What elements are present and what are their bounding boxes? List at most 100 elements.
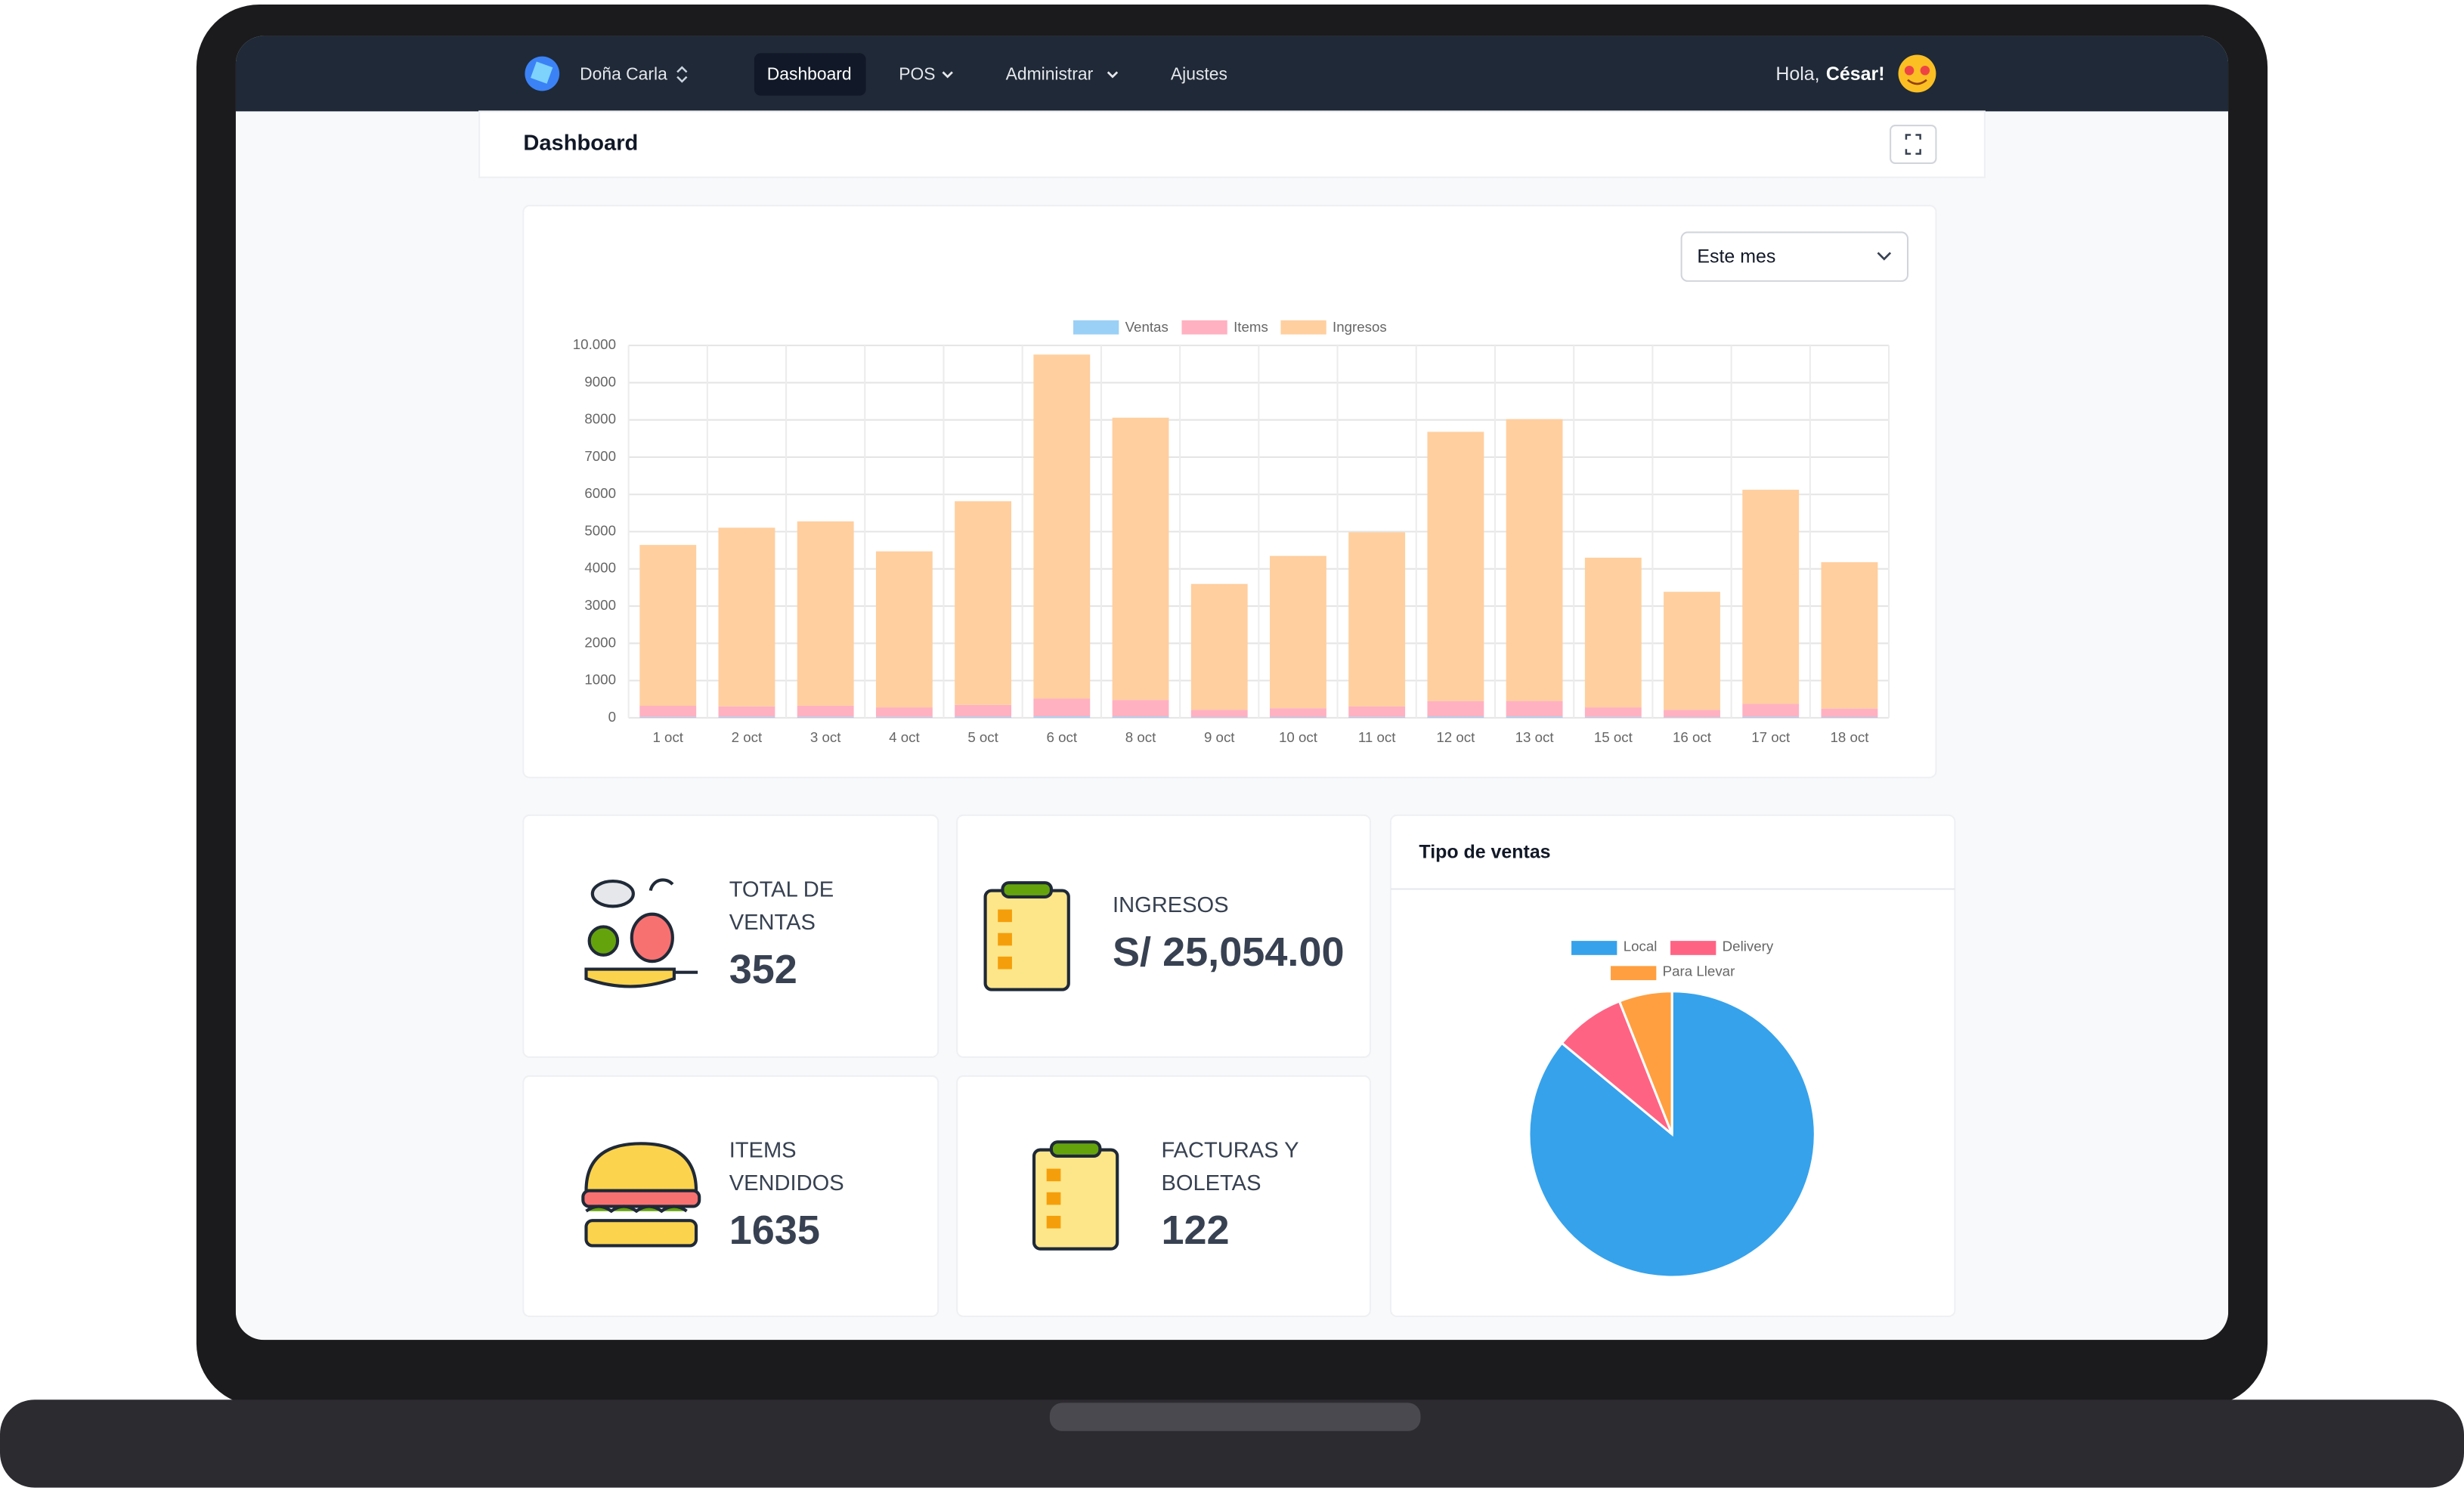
fullscreen-button[interactable] xyxy=(1890,125,1937,165)
legend-label: Items xyxy=(1234,319,1268,335)
bar-segment xyxy=(1427,701,1484,717)
y-tick-label: 5000 xyxy=(584,522,616,538)
nav-active-bg xyxy=(754,53,866,96)
chevron xyxy=(1877,252,1892,261)
legend-label: Ingresos xyxy=(1333,319,1387,335)
x-tick-label: 12 oct xyxy=(1436,729,1475,745)
legend-label: Para Llevar xyxy=(1663,963,1735,979)
y-tick-label: 0 xyxy=(608,709,616,725)
avatar-eye xyxy=(1920,66,1930,76)
bar-segment xyxy=(639,706,697,717)
period-select[interactable] xyxy=(1680,231,1909,282)
bar-chart: 0 1000 2000 3000 4000 5000 6000 7000 8000 9000 10.… xyxy=(573,319,1890,745)
bar-segment xyxy=(1821,716,1878,718)
stat-value: 352 xyxy=(729,947,797,992)
x-tick-label: 2 oct xyxy=(732,729,763,745)
bar-segment xyxy=(797,705,854,717)
bar-segment xyxy=(718,527,775,707)
x-tick-label: 13 oct xyxy=(1515,729,1555,745)
bar-segment xyxy=(1821,562,1878,709)
x-tick-label: 3 oct xyxy=(810,729,841,745)
bar-segment xyxy=(1821,708,1878,717)
x-tick-label: 6 oct xyxy=(1047,729,1078,745)
card-title: Tipo de ventas xyxy=(1419,841,1550,862)
y-tick-label: 2000 xyxy=(584,634,616,650)
bar-segment xyxy=(639,716,697,718)
fullscreen-icon xyxy=(1905,134,1921,155)
bar-segment xyxy=(1190,583,1248,710)
bar-segment xyxy=(718,716,775,718)
bar-segment xyxy=(797,521,854,706)
stat-card xyxy=(522,814,939,1058)
legend-swatch xyxy=(1670,941,1716,955)
bar-segment xyxy=(1348,706,1406,717)
bar-segment xyxy=(1348,716,1406,718)
bar-segment xyxy=(1742,704,1800,717)
x-tick-label: 9 oct xyxy=(1204,729,1235,745)
legend-swatch xyxy=(1611,966,1657,981)
y-tick-label: 4000 xyxy=(584,560,616,576)
bar-segment xyxy=(1584,707,1642,717)
screen: Doña Carla Dashboard POS Administrar Aju… xyxy=(235,36,2229,1341)
x-tick-label: 11 oct xyxy=(1358,729,1396,745)
laptop-base xyxy=(0,1399,2464,1488)
bar-segment xyxy=(797,716,854,718)
pie-chart: Tipo de ventas Local Delivery Para Llevar xyxy=(1419,841,1816,1279)
brand[interactable]: Doña Carla xyxy=(580,64,667,84)
bar-segment xyxy=(718,706,775,717)
avatar-mouth xyxy=(1907,79,1927,85)
chevron xyxy=(942,71,953,79)
period-select-value: Este mes xyxy=(1697,246,1775,267)
bar-segment xyxy=(1506,701,1563,717)
cooking-icon xyxy=(584,878,698,988)
page-header xyxy=(478,110,1986,178)
bar-segment xyxy=(1033,354,1091,699)
nav-item[interactable]: Dashboard xyxy=(767,64,852,84)
brand-switch-icon xyxy=(676,66,688,83)
stat-label: FACTURAS Y xyxy=(1161,1138,1299,1162)
bar-segment xyxy=(955,704,1012,717)
y-tick-label: 1000 xyxy=(584,672,616,688)
stat-label: VENDIDOS xyxy=(729,1171,844,1195)
stat-value: S/ 25,054.00 xyxy=(1113,929,1345,975)
legend-label: Local xyxy=(1624,938,1658,954)
nav-item[interactable]: Administrar xyxy=(1006,64,1094,84)
bar-segment xyxy=(1664,592,1720,710)
stat-texts: TOTAL DE VENTAS 352 INGRESOS S/ 25,054.00 ITE… xyxy=(729,877,1345,1253)
bar-segment xyxy=(875,707,933,717)
bar-segment xyxy=(955,501,1012,705)
avatar-eye xyxy=(1904,66,1915,76)
pie-slice xyxy=(1560,999,1673,1136)
legend-label: Ventas xyxy=(1125,319,1169,335)
stat-label: INGRESOS xyxy=(1113,893,1229,917)
bar-segment xyxy=(1742,490,1800,704)
bar-segment xyxy=(875,551,933,708)
legend-label: Delivery xyxy=(1723,938,1774,954)
nav-item[interactable]: Ajustes xyxy=(1171,64,1227,84)
y-tick-label: 6000 xyxy=(584,485,616,501)
bar-segment xyxy=(1033,716,1091,718)
stat-card xyxy=(956,814,1371,1058)
legend-swatch xyxy=(1571,941,1617,955)
x-tick-label: 18 oct xyxy=(1830,729,1869,745)
stat-label: VENTAS xyxy=(729,911,816,935)
bar-segment xyxy=(1112,700,1169,717)
clipboard-icon xyxy=(983,881,1070,991)
stat-value: 1635 xyxy=(729,1208,820,1253)
bar-segment xyxy=(1112,716,1169,718)
y-tick-label: 10.000 xyxy=(573,336,616,352)
y-tick-label: 7000 xyxy=(584,448,616,464)
bar-segment xyxy=(1664,717,1720,718)
greeting: Hola, xyxy=(1775,63,1819,85)
x-tick-label: 15 oct xyxy=(1594,729,1633,745)
burger-icon xyxy=(581,1142,701,1248)
user-name: César! xyxy=(1826,63,1885,85)
bar-segment xyxy=(639,545,697,707)
bar-segment xyxy=(1190,717,1248,718)
avatar[interactable] xyxy=(1898,54,1936,93)
legend-swatch xyxy=(1073,320,1119,335)
bar-segment xyxy=(1427,716,1484,718)
nav-item[interactable]: POS xyxy=(899,64,935,84)
